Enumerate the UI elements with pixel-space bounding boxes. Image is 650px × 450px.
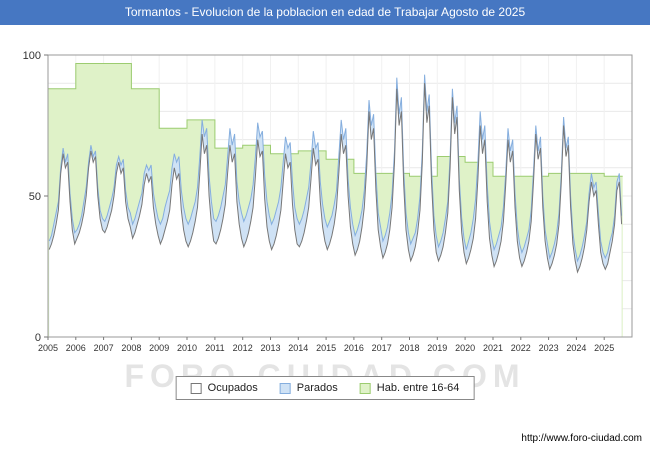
y-tick-label: 100	[23, 50, 41, 62]
x-tick-label: 2012	[233, 343, 253, 353]
x-tick-label: 2008	[121, 343, 141, 353]
chart-title: Tormantos - Evolucion de la poblacion en…	[124, 5, 526, 19]
series-ocupados-area	[49, 83, 622, 337]
x-tick-label: 2019	[427, 343, 447, 353]
series-parados-line	[48, 74, 623, 263]
chart-title-bar: Tormantos - Evolucion de la poblacion en…	[0, 0, 650, 25]
x-tick-label: 2020	[455, 343, 475, 353]
legend-item-hab-16-64: Hab. entre 16-64	[359, 382, 460, 394]
y-tick-label: 50	[29, 191, 41, 203]
x-tick-label: 2023	[539, 343, 559, 353]
x-tick-label: 2022	[511, 343, 531, 353]
x-tick-label: 2013	[260, 343, 280, 353]
x-tick-label: 2018	[399, 343, 419, 353]
y-tick-label: 0	[35, 332, 41, 344]
x-tick-label: 2005	[38, 343, 58, 353]
parados-swatch	[279, 382, 291, 394]
x-tick-label: 2016	[344, 343, 364, 353]
legend-item-parados: Parados	[279, 382, 338, 394]
legend-label-parados: Parados	[296, 382, 338, 394]
x-tick-label: 2010	[177, 343, 197, 353]
x-tick-label: 2014	[288, 343, 308, 353]
x-tick-label: 2017	[372, 343, 392, 353]
x-tick-label: 2011	[205, 343, 224, 353]
x-tick-label: 2021	[483, 343, 503, 353]
x-tick-label: 2025	[594, 343, 614, 353]
ocupados-swatch	[190, 382, 202, 394]
legend: Ocupados Parados Hab. entre 16-64	[175, 376, 475, 400]
series-hab-line	[48, 63, 623, 177]
series-ocupados-line	[48, 83, 623, 274]
legend-label-hab-16-64: Hab. entre 16-64	[376, 382, 460, 394]
hab-16-64-swatch	[359, 382, 371, 394]
x-tick-label: 2024	[566, 343, 586, 353]
x-tick-label: 2007	[94, 343, 114, 353]
x-tick-label: 2015	[316, 343, 336, 353]
x-tick-label: 2009	[149, 343, 169, 353]
population-chart: 0 50 100 2005 2006 2007 2008 2009 2010 2011 2012 20…	[23, 50, 633, 353]
legend-label-ocupados: Ocupados	[207, 382, 258, 394]
x-tick-label: 2006	[66, 343, 86, 353]
legend-item-ocupados: Ocupados	[190, 382, 258, 394]
source-url: http://www.foro-ciudad.com	[521, 433, 642, 444]
